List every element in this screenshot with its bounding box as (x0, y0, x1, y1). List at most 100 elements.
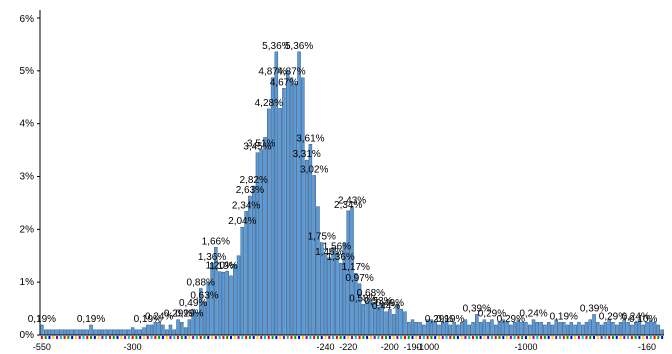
x-tick-mark (180, 336, 183, 339)
bar (180, 322, 184, 336)
bar (278, 108, 282, 336)
data-label: 2,34% (334, 200, 362, 211)
bar (274, 51, 279, 336)
x-tick-mark (354, 336, 357, 339)
bar (482, 319, 487, 336)
data-label: 1,56% (323, 242, 351, 253)
bar (77, 329, 82, 336)
x-tick-mark (464, 336, 467, 339)
x-tick-mark (366, 336, 369, 339)
x-tick-mark (211, 336, 214, 339)
x-tick-mark (56, 336, 59, 339)
x-tick-mark (456, 336, 459, 339)
x-tick-label: -160 (638, 342, 656, 352)
x-tick-mark (385, 336, 388, 339)
bar (448, 324, 453, 336)
data-label: 4,28% (255, 98, 283, 109)
x-tick-mark (490, 336, 493, 339)
data-label: 2,82% (239, 175, 267, 186)
bar (263, 137, 267, 336)
x-tick-mark (150, 336, 153, 339)
x-tick-mark (517, 336, 520, 339)
x-tick-mark (139, 336, 142, 339)
bar (55, 329, 59, 336)
bar (89, 324, 93, 336)
bar (40, 324, 44, 336)
x-tick-mark (339, 336, 342, 339)
x-tick-mark (275, 336, 278, 339)
x-tick-mark (335, 336, 338, 339)
x-tick-mark (93, 336, 96, 339)
data-labels: 0,19% 0,19% 0,19%0,24%0,29%0,29%0,49%0,88%… (28, 41, 658, 325)
x-tick-mark (608, 336, 611, 339)
bar (293, 83, 297, 336)
bar (618, 322, 623, 336)
x-tick-mark (131, 336, 134, 339)
bar (615, 324, 619, 336)
x-tick-mark (559, 336, 561, 339)
x-tick-mark (282, 336, 285, 339)
x-tick-mark (392, 336, 395, 339)
x-tick-mark (347, 336, 350, 339)
data-label: 5,36% (285, 41, 313, 52)
x-tick-mark (369, 336, 372, 339)
x-tick-mark (426, 336, 429, 339)
bar (486, 322, 490, 336)
x-tick-mark (97, 336, 100, 339)
x-tick-mark (551, 336, 554, 339)
bar (592, 314, 596, 336)
x-tick-mark (381, 336, 384, 339)
data-label: 0,24% (145, 311, 173, 322)
y-tick-label: 3% (20, 172, 35, 183)
x-tick-mark (279, 336, 282, 339)
x-tick-mark (460, 336, 463, 339)
x-tick-label: -220 (339, 342, 357, 352)
bar (361, 304, 366, 336)
y-tick-label: 6% (20, 14, 35, 25)
data-label: 0,29% (497, 314, 525, 325)
x-tick-mark (430, 336, 433, 339)
data-label: 0,88% (187, 278, 215, 289)
data-label: 2,04% (228, 216, 256, 227)
x-tick-mark (540, 336, 543, 339)
bar (490, 319, 494, 336)
x-tick-mark (645, 336, 648, 339)
bar (138, 329, 142, 336)
bar (596, 322, 600, 336)
bar (391, 314, 396, 336)
x-tick-mark (214, 336, 217, 339)
bar (550, 324, 555, 336)
x-tick-mark (657, 336, 660, 339)
x-tick-mark (483, 336, 486, 339)
y-tick-label: 5% (20, 66, 35, 77)
bar (240, 227, 245, 336)
x-tick-mark (494, 336, 497, 339)
x-tick-mark (332, 336, 335, 339)
x-tick-mark (112, 336, 115, 339)
x-tick-mark (509, 336, 512, 339)
x-tick-mark (108, 336, 111, 339)
bar (123, 329, 127, 336)
x-tick-mark (267, 336, 270, 339)
data-label: 0,24% (621, 311, 649, 322)
x-tick-mark (290, 336, 293, 339)
data-label: 0,58% (349, 293, 377, 304)
data-label: 4,67% (270, 77, 298, 88)
x-tick-mark (468, 336, 471, 339)
bar (565, 324, 570, 336)
x-tick-mark (207, 336, 210, 339)
data-label: 2,43% (338, 196, 366, 207)
x-tick-mark (396, 336, 399, 339)
x-tick-mark (298, 336, 301, 339)
bar (531, 319, 536, 336)
bar (399, 308, 403, 336)
x-tick-mark (135, 336, 138, 339)
data-label: 1,36% (326, 252, 354, 263)
x-tick-mark (400, 336, 403, 339)
x-tick-mark (328, 336, 331, 339)
x-tick-mark (623, 336, 626, 339)
bar (573, 324, 577, 336)
x-tick-mark (165, 336, 168, 339)
data-label: 0,19% (436, 314, 464, 325)
